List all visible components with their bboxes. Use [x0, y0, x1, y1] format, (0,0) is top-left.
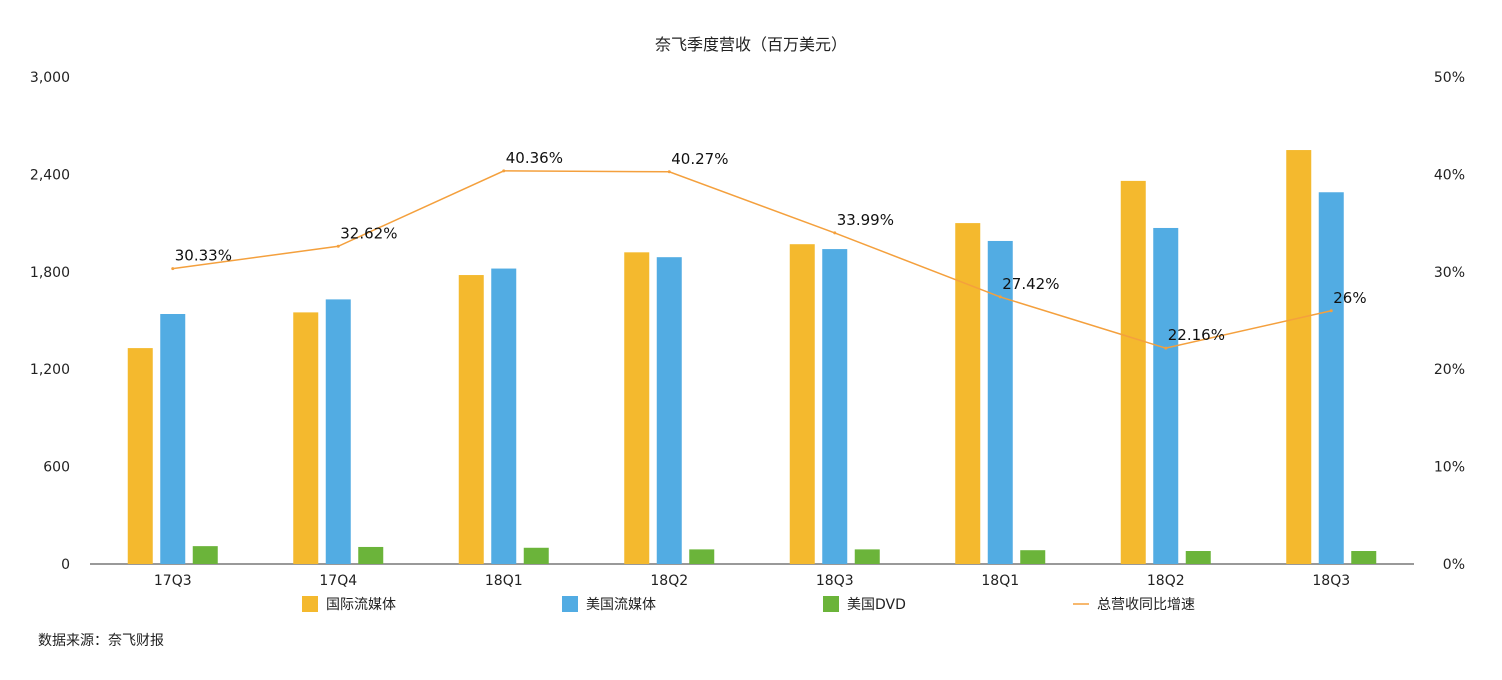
legend-swatch — [302, 596, 318, 612]
growth-data-label: 40.27% — [671, 150, 728, 168]
growth-data-label: 27.42% — [1002, 275, 1059, 293]
growth-point — [171, 267, 175, 271]
y-right-tick-label: 50% — [1434, 70, 1465, 86]
y-left-tick-label: 3,000 — [30, 70, 70, 86]
x-tick-label: 18Q2 — [1147, 573, 1185, 589]
y-right-tick-label: 40% — [1434, 167, 1465, 183]
growth-point — [336, 244, 340, 248]
growth-line-group: 30.33% 32.62% 40.36% 40.27% 33.99% 27.42% 22.1… — [171, 149, 1367, 350]
x-tick-label: 18Q1 — [981, 573, 1019, 589]
x-tick-label: 17Q3 — [154, 573, 192, 589]
bar-1-18q3 — [789, 244, 815, 564]
source-note: 数据来源：奈飞财报 — [38, 633, 164, 649]
growth-point — [998, 295, 1002, 299]
bar-3-17q4 — [358, 546, 384, 564]
bar-3-18q3 — [854, 549, 880, 564]
y-left-tick-label: 1,200 — [30, 362, 70, 378]
growth-data-label: 33.99% — [837, 211, 894, 229]
bar-3-18q2 — [1185, 551, 1211, 564]
x-tick-label: 18Q3 — [816, 573, 854, 589]
y-left-tick-label: 2,400 — [30, 167, 70, 183]
legend-label: 国际流媒体 — [326, 597, 396, 613]
y-left-tick-label: 0 — [61, 557, 70, 573]
growth-data-label: 32.62% — [340, 224, 397, 242]
legend-swatch — [823, 596, 839, 612]
bar-3-18q1 — [523, 547, 549, 564]
y-right-tick-label: 30% — [1434, 265, 1465, 281]
chart-title: 奈飞季度营收（百万美元） — [655, 35, 847, 54]
bar-1-18q1 — [955, 223, 981, 564]
legend-label: 总营收同比增速 — [1097, 597, 1195, 613]
growth-data-label: 26% — [1333, 289, 1366, 307]
growth-point — [667, 170, 671, 174]
x-tick-label: 18Q3 — [1312, 573, 1350, 589]
growth-line — [172, 170, 1332, 349]
bar-3-18q2 — [689, 549, 715, 564]
bar-2-17q3 — [160, 314, 186, 564]
bar-2-18q1 — [987, 240, 1013, 564]
growth-data-label: 22.16% — [1168, 326, 1225, 344]
legend-label: 美国DVD — [847, 597, 906, 613]
legend: 国际流媒体 美国流媒体 美国DVD 总营收同比增速 — [302, 596, 1195, 613]
bar-1-17q4 — [293, 312, 319, 564]
bar-3-18q1 — [1020, 550, 1046, 564]
bars — [127, 150, 1377, 565]
y-right-tick-label: 20% — [1434, 362, 1465, 378]
bar-3-18q3 — [1351, 551, 1377, 564]
bar-2-18q3 — [1318, 192, 1344, 565]
growth-data-label: 40.36% — [506, 149, 563, 167]
growth-point — [1329, 309, 1333, 313]
x-tick-label: 17Q4 — [319, 573, 357, 589]
bar-2-18q2 — [1153, 227, 1179, 564]
legend-label: 美国流媒体 — [586, 597, 656, 613]
y-right-tick-label: 0% — [1443, 557, 1465, 573]
legend-swatch — [562, 596, 578, 612]
bar-1-18q1 — [458, 275, 484, 564]
y-left-tick-label: 600 — [43, 460, 70, 476]
y-left-tick-label: 1,800 — [30, 265, 70, 281]
x-tick-label: 18Q2 — [650, 573, 688, 589]
bar-1-18q3 — [1286, 150, 1312, 565]
bar-2-18q2 — [656, 257, 682, 564]
bar-1-17q3 — [127, 348, 153, 564]
axes: 0 600 1,200 1,800 2,400 3,000 0% 10% 20% 30% 40% 50… — [30, 70, 1465, 589]
bar-3-17q3 — [192, 546, 218, 564]
x-tick-label: 18Q1 — [485, 573, 523, 589]
bar-1-18q2 — [624, 252, 650, 564]
bar-2-18q3 — [822, 249, 848, 564]
growth-data-label: 30.33% — [175, 247, 232, 265]
growth-point — [1164, 346, 1168, 350]
growth-point — [833, 231, 837, 235]
bar-1-18q2 — [1120, 180, 1146, 565]
growth-point — [502, 169, 506, 173]
bar-2-17q4 — [325, 299, 351, 564]
y-right-tick-label: 10% — [1434, 460, 1465, 476]
bar-2-18q1 — [491, 268, 517, 564]
